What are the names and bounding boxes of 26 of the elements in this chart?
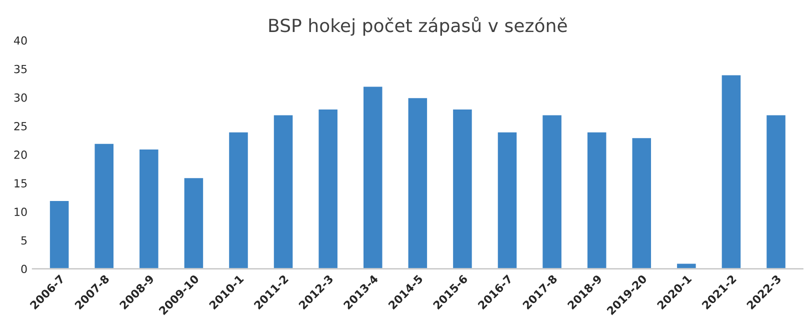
bar xyxy=(720,74,742,269)
y-tick-label: 10 xyxy=(14,208,27,216)
bar xyxy=(317,108,339,269)
bar xyxy=(541,114,563,269)
bar xyxy=(452,108,474,269)
y-tick-label: 25 xyxy=(14,122,27,130)
bar xyxy=(765,114,787,269)
chart-title: BSP hokej počet zápasů v sezóně xyxy=(269,16,567,36)
y-tick-label: 30 xyxy=(14,93,27,102)
bar xyxy=(48,200,70,269)
y-tick-label: 15 xyxy=(14,179,27,188)
y-tick-label: 5 xyxy=(21,236,27,245)
y-tick-label: 35 xyxy=(14,64,27,74)
bar xyxy=(93,142,115,269)
bar xyxy=(630,136,652,269)
bar xyxy=(182,176,204,269)
bar xyxy=(586,131,608,269)
y-tick-label: 0 xyxy=(21,264,27,274)
bar xyxy=(228,131,250,269)
y-tick-label: 20 xyxy=(14,150,27,159)
bar xyxy=(406,96,428,269)
bar xyxy=(272,114,294,269)
bar xyxy=(362,85,384,269)
y-tick-label: 40 xyxy=(14,36,27,45)
bar xyxy=(496,131,518,269)
bar xyxy=(138,148,160,269)
